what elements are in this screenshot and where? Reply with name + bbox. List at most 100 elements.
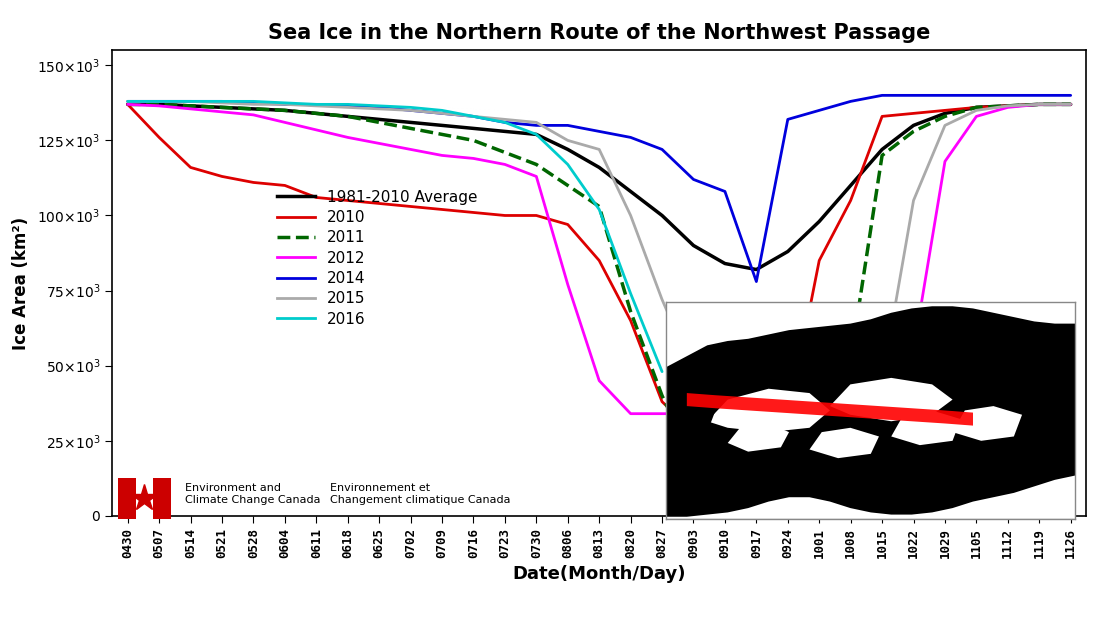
2015 (404, 106, 418, 114)
2011 (876, 152, 889, 159)
Line: 2012: 2012 (128, 104, 1071, 480)
2014 (939, 92, 952, 99)
2015 (215, 99, 228, 107)
2016 (624, 290, 637, 298)
2010 (215, 173, 228, 181)
2015 (876, 377, 889, 384)
2012 (939, 158, 952, 165)
2012 (1064, 101, 1077, 108)
2015 (907, 197, 921, 204)
2011 (592, 203, 606, 210)
1981-2010 Average (749, 266, 763, 274)
2014 (309, 101, 323, 108)
2011 (404, 125, 418, 132)
2011 (152, 101, 166, 108)
Bar (118, 478, 136, 519)
2012 (246, 111, 260, 119)
2014 (436, 109, 449, 117)
2011 (624, 308, 637, 315)
1981-2010 Average (215, 104, 228, 111)
2014 (876, 92, 889, 99)
Y-axis label: Ice Area (km²): Ice Area (km²) (12, 216, 30, 350)
Text: Environment and
Climate Change Canada: Environment and Climate Change Canada (185, 483, 320, 504)
X-axis label: Date(Month/Day): Date(Month/Day) (513, 565, 685, 582)
2010 (812, 257, 825, 264)
2016 (340, 101, 354, 108)
2014 (373, 104, 386, 111)
2011 (907, 128, 921, 135)
2010 (246, 179, 260, 186)
2014 (1033, 92, 1046, 99)
1981-2010 Average (655, 212, 669, 220)
2015 (655, 296, 669, 303)
2015 (687, 368, 700, 376)
2012 (498, 160, 512, 168)
2016 (655, 368, 669, 376)
1981-2010 Average (718, 260, 731, 267)
2010 (121, 101, 134, 108)
2014 (246, 99, 260, 107)
1981-2010 Average (781, 248, 794, 255)
2014 (592, 128, 606, 135)
Bar (153, 478, 171, 519)
2015 (718, 473, 731, 481)
2010 (561, 221, 575, 228)
2012 (530, 173, 543, 181)
2012 (624, 410, 637, 418)
2011 (467, 136, 480, 144)
2012 (749, 452, 763, 460)
2012 (970, 113, 983, 120)
2016 (184, 97, 197, 105)
2016 (246, 97, 260, 105)
2014 (655, 146, 669, 153)
2010 (876, 113, 889, 120)
2014 (467, 113, 480, 120)
1981-2010 Average (121, 101, 134, 108)
Text: Environnement et
Changement climatique Canada: Environnement et Changement climatique C… (330, 483, 511, 504)
2010 (184, 164, 197, 171)
2014 (1001, 92, 1015, 99)
2014 (812, 106, 825, 114)
2014 (624, 133, 637, 141)
2016 (121, 97, 134, 105)
2014 (907, 92, 921, 99)
2011 (309, 109, 323, 117)
2012 (718, 434, 731, 442)
2010 (467, 209, 480, 216)
2015 (498, 116, 512, 123)
2014 (1064, 92, 1077, 99)
2012 (812, 467, 825, 474)
Polygon shape (708, 389, 830, 432)
1981-2010 Average (876, 146, 889, 153)
2012 (907, 347, 921, 354)
2015 (624, 212, 637, 220)
1981-2010 Average (184, 102, 197, 109)
2012 (781, 458, 794, 465)
1981-2010 Average (939, 109, 952, 117)
2015 (970, 106, 983, 114)
2010 (749, 440, 763, 447)
2015 (844, 437, 858, 445)
2015 (373, 105, 386, 113)
2016 (373, 102, 386, 109)
Polygon shape (666, 476, 1075, 519)
Polygon shape (810, 428, 879, 458)
1981-2010 Average (561, 146, 575, 153)
2011 (1001, 102, 1015, 109)
2011 (1064, 101, 1077, 108)
Polygon shape (666, 399, 716, 486)
2015 (436, 109, 449, 117)
2015 (309, 102, 323, 109)
Polygon shape (892, 411, 961, 445)
Polygon shape (952, 406, 1023, 441)
2016 (592, 206, 606, 213)
Polygon shape (830, 378, 952, 421)
2012 (561, 281, 575, 288)
2015 (184, 97, 197, 105)
1981-2010 Average (278, 106, 291, 114)
2015 (467, 113, 480, 120)
2010 (340, 197, 354, 204)
2011 (246, 105, 260, 113)
2014 (404, 106, 418, 114)
2014 (844, 97, 858, 105)
